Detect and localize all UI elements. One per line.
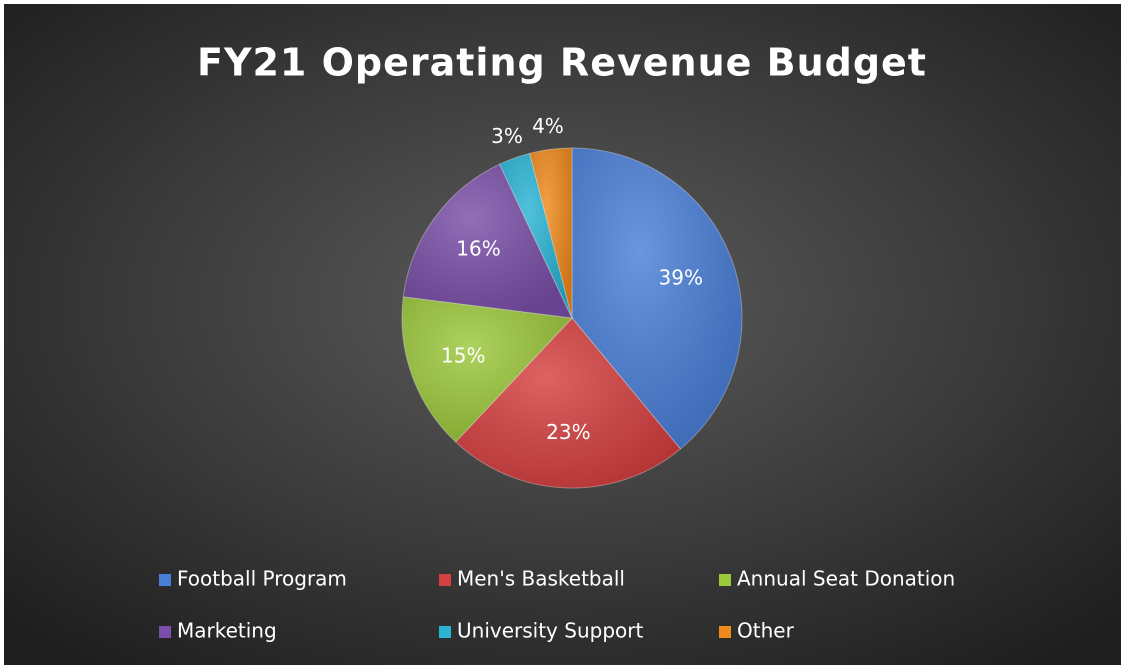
legend-swatch xyxy=(719,626,731,638)
legend-swatch xyxy=(159,574,171,586)
legend-label: Football Program xyxy=(177,567,347,591)
legend-swatch xyxy=(719,574,731,586)
legend-label: Annual Seat Donation xyxy=(737,567,955,591)
data-label: 4% xyxy=(532,114,564,138)
legend-label: University Support xyxy=(457,619,643,643)
legend-swatch xyxy=(159,626,171,638)
data-label: 23% xyxy=(546,420,590,444)
chart-title: FY21 Operating Revenue Budget xyxy=(197,41,927,85)
data-label: 15% xyxy=(441,344,485,368)
legend-swatch xyxy=(439,574,451,586)
legend-label: Men's Basketball xyxy=(457,567,625,591)
data-label: 16% xyxy=(456,237,500,261)
legend-swatch xyxy=(439,626,451,638)
legend-label: Marketing xyxy=(177,619,277,643)
legend-label: Other xyxy=(737,619,795,643)
data-label: 3% xyxy=(491,124,523,148)
data-label: 39% xyxy=(659,265,703,289)
